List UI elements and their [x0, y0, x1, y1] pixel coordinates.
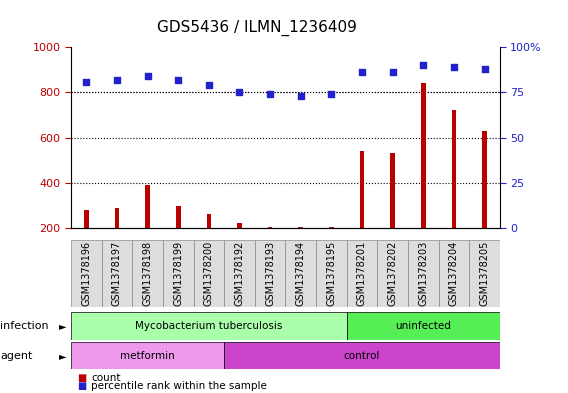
- Text: GDS5436 / ILMN_1236409: GDS5436 / ILMN_1236409: [157, 20, 357, 36]
- Text: percentile rank within the sample: percentile rank within the sample: [91, 381, 267, 391]
- Text: ►: ►: [59, 321, 66, 331]
- FancyBboxPatch shape: [377, 240, 408, 307]
- Bar: [360, 151, 364, 228]
- FancyBboxPatch shape: [163, 240, 194, 307]
- Bar: [298, 227, 303, 228]
- Bar: [84, 210, 89, 228]
- FancyBboxPatch shape: [255, 240, 285, 307]
- FancyBboxPatch shape: [132, 240, 163, 307]
- Point: [143, 73, 152, 79]
- Bar: [145, 185, 150, 228]
- Bar: [452, 110, 456, 228]
- FancyBboxPatch shape: [194, 240, 224, 307]
- Text: GSM1378192: GSM1378192: [235, 241, 244, 306]
- FancyBboxPatch shape: [346, 312, 500, 340]
- Point: [419, 62, 428, 68]
- Point: [235, 89, 244, 95]
- Bar: [176, 206, 181, 228]
- Text: Mycobacterium tuberculosis: Mycobacterium tuberculosis: [135, 321, 282, 331]
- Point: [480, 66, 489, 72]
- FancyBboxPatch shape: [316, 240, 346, 307]
- Text: GSM1378201: GSM1378201: [357, 241, 367, 306]
- Point: [174, 77, 183, 83]
- FancyBboxPatch shape: [408, 240, 438, 307]
- Point: [204, 82, 214, 88]
- FancyBboxPatch shape: [102, 240, 132, 307]
- Text: GSM1378199: GSM1378199: [173, 241, 183, 306]
- Text: control: control: [344, 351, 380, 361]
- Text: GSM1378198: GSM1378198: [143, 241, 153, 306]
- FancyBboxPatch shape: [224, 342, 500, 369]
- Bar: [482, 131, 487, 228]
- Bar: [237, 223, 242, 228]
- Point: [296, 93, 305, 99]
- Point: [357, 69, 366, 75]
- FancyBboxPatch shape: [438, 240, 469, 307]
- Bar: [421, 83, 425, 228]
- Text: count: count: [91, 373, 120, 383]
- FancyBboxPatch shape: [285, 240, 316, 307]
- Text: GSM1378197: GSM1378197: [112, 241, 122, 306]
- FancyBboxPatch shape: [71, 240, 102, 307]
- Bar: [390, 153, 395, 228]
- FancyBboxPatch shape: [469, 240, 500, 307]
- FancyBboxPatch shape: [224, 240, 255, 307]
- Text: GSM1378193: GSM1378193: [265, 241, 275, 306]
- Text: ■: ■: [77, 381, 86, 391]
- Text: GSM1378200: GSM1378200: [204, 241, 214, 306]
- FancyBboxPatch shape: [71, 312, 346, 340]
- Text: agent: agent: [0, 351, 32, 361]
- FancyBboxPatch shape: [346, 240, 377, 307]
- FancyBboxPatch shape: [71, 342, 224, 369]
- Text: GSM1378196: GSM1378196: [81, 241, 91, 306]
- Text: GSM1378205: GSM1378205: [479, 241, 490, 306]
- Point: [449, 64, 458, 70]
- Bar: [115, 208, 119, 228]
- Point: [112, 77, 122, 83]
- Text: GSM1378202: GSM1378202: [387, 241, 398, 306]
- Text: GSM1378194: GSM1378194: [296, 241, 306, 306]
- Text: GSM1378195: GSM1378195: [327, 241, 336, 306]
- Text: infection: infection: [0, 321, 49, 331]
- Point: [266, 91, 275, 97]
- Text: GSM1378204: GSM1378204: [449, 241, 459, 306]
- Text: ►: ►: [59, 351, 66, 361]
- Point: [327, 91, 336, 97]
- Bar: [268, 227, 273, 228]
- Bar: [329, 227, 333, 228]
- Text: metformin: metformin: [120, 351, 175, 361]
- Text: ■: ■: [77, 373, 86, 383]
- Bar: [207, 214, 211, 228]
- Point: [82, 78, 91, 84]
- Text: GSM1378203: GSM1378203: [418, 241, 428, 306]
- Point: [388, 69, 397, 75]
- Text: uninfected: uninfected: [395, 321, 451, 331]
